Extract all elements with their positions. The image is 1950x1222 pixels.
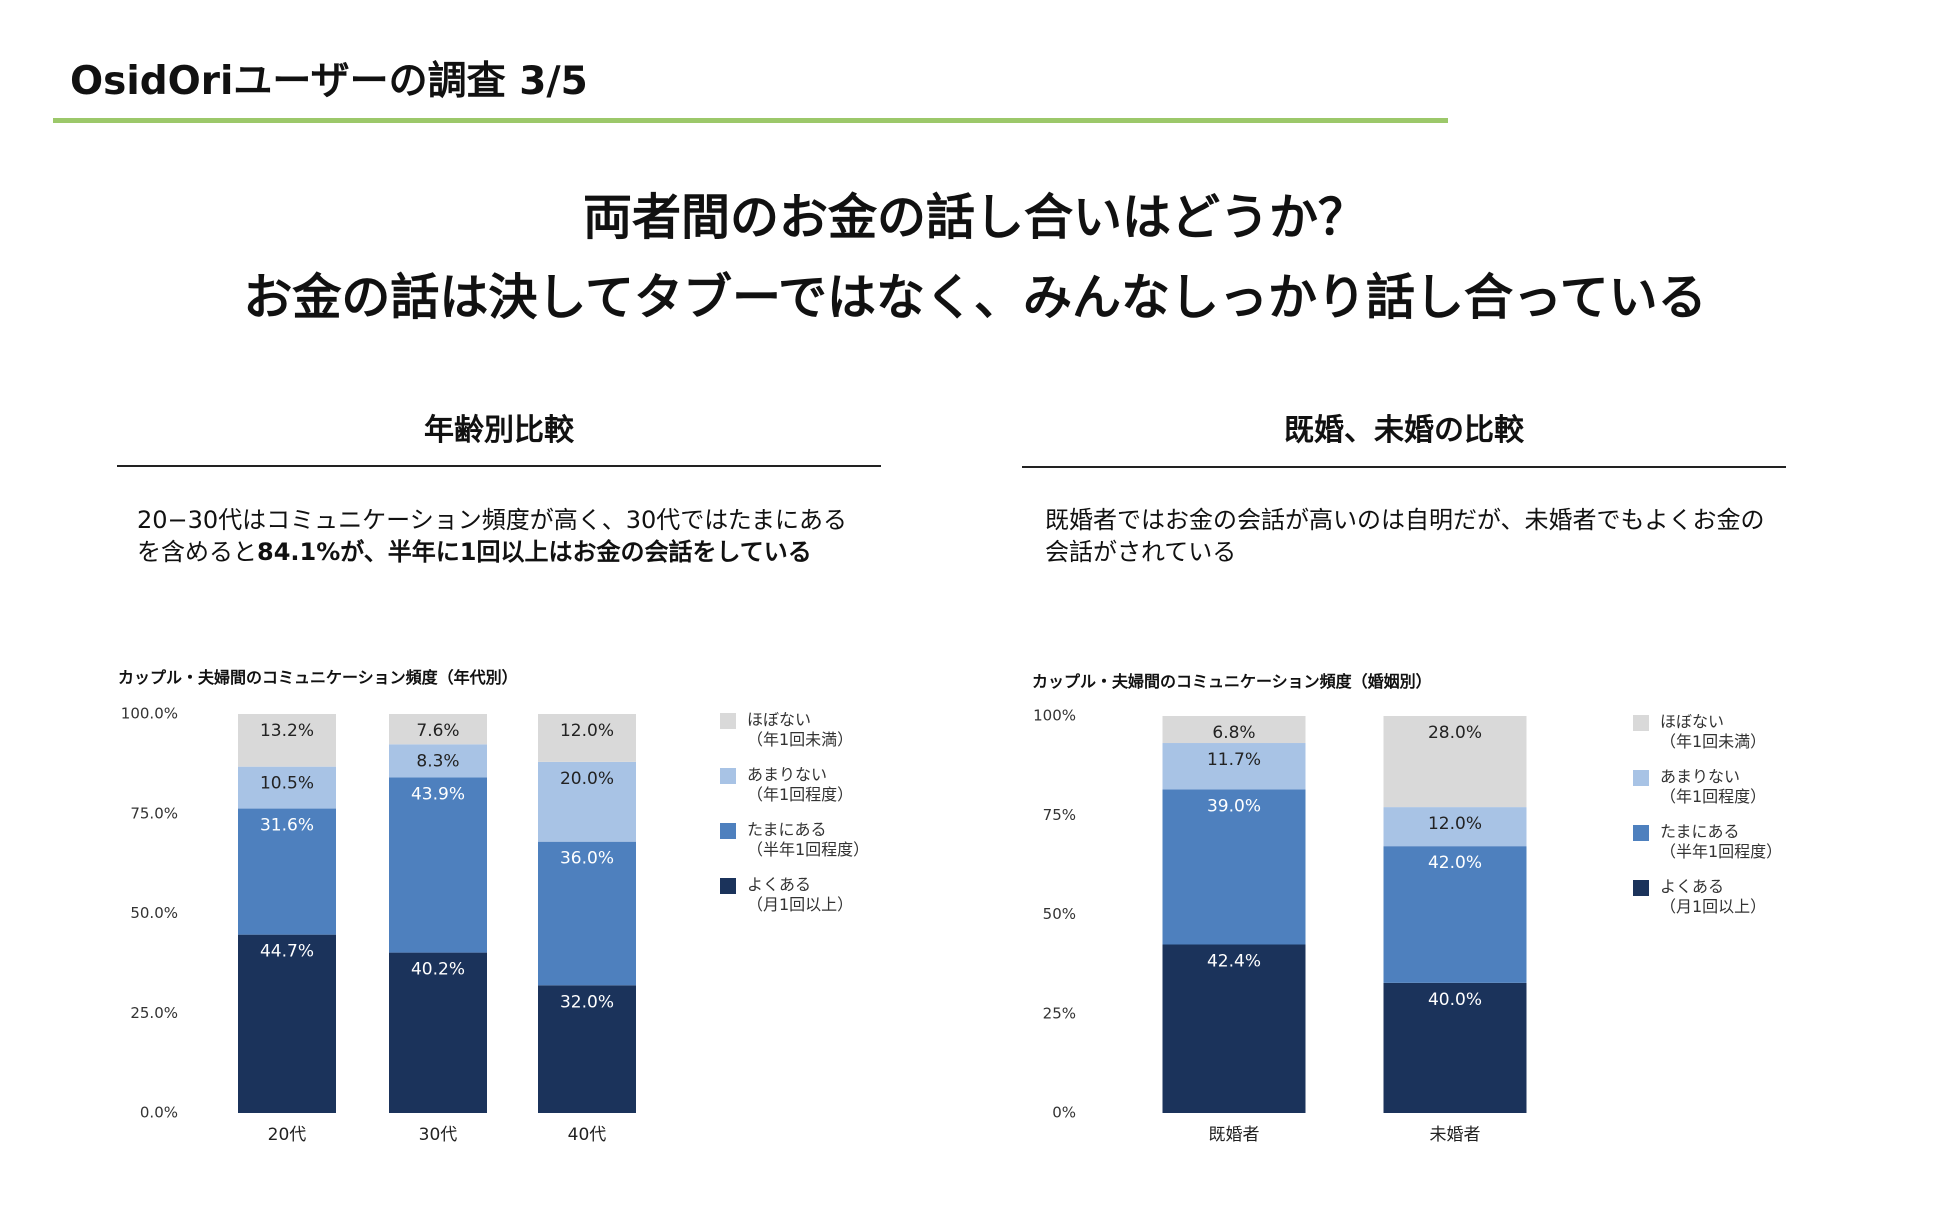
bar-segment — [538, 714, 636, 762]
legend-label: ほぼない （年1回未満） — [747, 710, 854, 749]
data-label: 42.4% — [1207, 952, 1261, 972]
legend-swatch — [720, 823, 736, 839]
y-tick-label: 100.0% — [121, 705, 178, 723]
data-label: 32.0% — [560, 992, 614, 1012]
bar-segment — [1162, 716, 1306, 744]
data-label: 12.0% — [1428, 814, 1482, 834]
legend-swatch — [1633, 715, 1649, 731]
legend-label: たまにある （半年1回程度） — [747, 820, 870, 859]
data-label: 43.9% — [411, 784, 465, 804]
y-tick-label: 25.0% — [130, 1004, 178, 1022]
section-title: 年齢別比較 — [424, 413, 574, 448]
bar-segment — [238, 808, 336, 935]
data-label: 6.8% — [1212, 723, 1255, 743]
header-rule — [53, 118, 1448, 123]
data-label: 31.6% — [260, 816, 314, 836]
headline: お金の話は決してタブーではなく、みんなしっかり話し合っている — [243, 269, 1707, 326]
bar-segment — [538, 841, 636, 986]
y-tick-label: 75.0% — [130, 804, 178, 822]
data-label: 7.6% — [416, 721, 459, 741]
data-label: 10.5% — [260, 774, 314, 794]
description-text: 20−30代はコミュニケーション頻度が高く、30代ではたまにあるを含めると — [137, 506, 848, 566]
header-title: OsidOriユーザーの調査 3/5 — [70, 59, 588, 104]
data-label: 42.0% — [1428, 853, 1482, 873]
legend-label: ほぼない （年1回未満） — [1660, 712, 1767, 751]
bar-segment — [389, 777, 487, 953]
x-tick-label: 未婚者 — [1430, 1125, 1481, 1145]
data-label: 36.0% — [560, 849, 614, 869]
legend-swatch — [720, 878, 736, 894]
bar-segment — [389, 744, 487, 778]
section-rule — [1022, 466, 1786, 468]
legend-swatch — [1633, 770, 1649, 786]
data-label: 11.7% — [1207, 750, 1261, 770]
headline: 両者間のお金の話し合いはどうか？ — [582, 189, 1367, 246]
legend-swatch — [720, 713, 736, 729]
bar-segment — [538, 985, 636, 1113]
description-text: 84.1%が、半年に1回以上はお金の会話をしている — [257, 538, 812, 566]
legend-label: よくある （月1回以上） — [1660, 877, 1767, 916]
description: 既婚者ではお金の会話が高いのは自明だが、未婚者でもよくお金の会話がされている — [1045, 504, 1775, 568]
y-tick-label: 75% — [1043, 806, 1076, 824]
data-label: 40.0% — [1428, 990, 1482, 1010]
legend-label: あまりない （年1回程度） — [747, 765, 854, 804]
legend-swatch — [720, 768, 736, 784]
legend-swatch — [1633, 825, 1649, 841]
bar-segment — [1383, 846, 1527, 983]
bar-segment — [389, 952, 487, 1113]
bar-segment — [538, 761, 636, 842]
data-label: 13.2% — [260, 721, 314, 741]
x-tick-label: 既婚者 — [1209, 1125, 1260, 1145]
x-tick-label: 30代 — [419, 1125, 458, 1145]
bar-segment — [238, 714, 336, 767]
bar-segment — [1162, 789, 1306, 945]
data-label: 39.0% — [1207, 797, 1261, 817]
y-tick-label: 50% — [1043, 905, 1076, 923]
y-tick-label: 100% — [1033, 707, 1076, 725]
bar-segment — [1383, 982, 1527, 1113]
bar-segment — [1162, 944, 1306, 1113]
data-label: 20.0% — [560, 769, 614, 789]
section-rule — [117, 465, 881, 467]
legend-label: よくある （月1回以上） — [747, 875, 854, 914]
x-tick-label: 40代 — [568, 1125, 607, 1145]
y-tick-label: 25% — [1043, 1004, 1076, 1022]
bar-segment — [1383, 716, 1527, 808]
section-title: 既婚、未婚の比較 — [1284, 413, 1524, 448]
y-tick-label: 0.0% — [140, 1104, 178, 1122]
bar-segment — [1383, 807, 1527, 847]
data-label: 8.3% — [416, 751, 459, 771]
bar-segment — [238, 934, 336, 1113]
data-label: 28.0% — [1428, 723, 1482, 743]
data-label: 44.7% — [260, 942, 314, 962]
legend-swatch — [1633, 880, 1649, 896]
bar-segment — [238, 766, 336, 809]
bar-segment — [1162, 743, 1306, 790]
y-tick-label: 50.0% — [130, 904, 178, 922]
chart-title: カップル・夫婦間のコミュニケーション頻度（年代別） — [118, 668, 518, 687]
bar-segment — [389, 714, 487, 745]
data-label: 12.0% — [560, 721, 614, 741]
y-tick-label: 0% — [1052, 1104, 1076, 1122]
description: 20−30代はコミュニケーション頻度が高く、30代ではたまにあるを含めると84.… — [137, 504, 867, 568]
legend-label: たまにある （半年1回程度） — [1660, 822, 1783, 861]
data-label: 40.2% — [411, 960, 465, 980]
x-tick-label: 20代 — [268, 1125, 307, 1145]
chart-title: カップル・夫婦間のコミュニケーション頻度（婚姻別） — [1032, 672, 1432, 691]
description-text: 既婚者ではお金の会話が高いのは自明だが、未婚者でもよくお金の会話がされている — [1045, 506, 1765, 566]
legend-label: あまりない （年1回程度） — [1660, 767, 1767, 806]
